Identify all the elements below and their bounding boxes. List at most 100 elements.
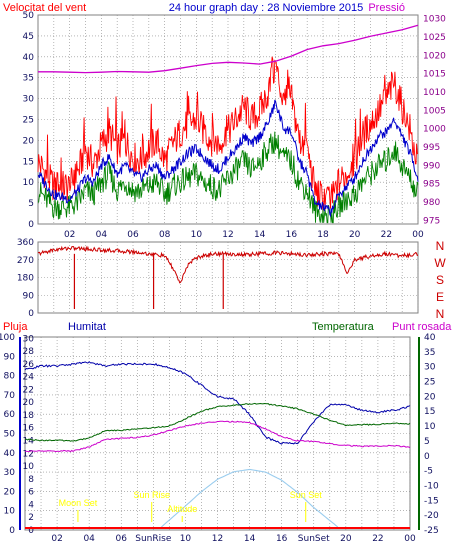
weather-x-tick: 04 bbox=[83, 534, 95, 544]
pressure-y-tick: 980 bbox=[423, 198, 440, 208]
humidity-y-tick: 60 bbox=[4, 410, 16, 420]
wind-y-tick: 0 bbox=[28, 220, 34, 230]
wind-x-tick: 10 bbox=[191, 230, 203, 240]
wind-x-tick: 20 bbox=[349, 230, 361, 240]
pressure-y-tick: 1005 bbox=[423, 106, 446, 116]
pressure-y-tick: 985 bbox=[423, 180, 440, 190]
weather-x-tick: 22 bbox=[372, 534, 383, 544]
sun-altitude-arc bbox=[161, 468, 339, 528]
temperature-y-tick: 30 bbox=[424, 363, 436, 373]
event-label: Moon Set bbox=[59, 498, 98, 508]
pressure-y-tick: 1015 bbox=[423, 70, 446, 80]
weather-panel: 0102030405060708090100024681012141618202… bbox=[0, 333, 439, 544]
wind-x-tick: 08 bbox=[159, 230, 171, 240]
rain-y-tick: 26 bbox=[23, 360, 35, 370]
event-label: Sun Set bbox=[290, 490, 323, 500]
wind-series-pressure bbox=[38, 24, 419, 74]
dir-y-tick: 0 bbox=[28, 309, 34, 319]
wind-x-tick: 12 bbox=[222, 230, 233, 240]
pressure-y-tick: 1000 bbox=[423, 125, 446, 135]
temperature-y-tick: -20 bbox=[424, 511, 439, 521]
dir-compass-label: N bbox=[436, 239, 445, 253]
pressure-title: Pressió bbox=[368, 2, 405, 14]
weather-x-tick: 16 bbox=[276, 534, 288, 544]
weather-x-tick: 02 bbox=[51, 534, 62, 544]
pressure-y-tick: 1020 bbox=[423, 51, 446, 61]
event-label: Sun Rise bbox=[133, 490, 170, 500]
humidity-y-tick: 10 bbox=[4, 507, 16, 517]
weather-x-tick: 00 bbox=[404, 534, 416, 544]
wind-y-tick: 25 bbox=[23, 116, 34, 126]
rain-y-tick: 24 bbox=[23, 373, 35, 383]
wind-x-tick: 00 bbox=[412, 230, 424, 240]
rain-y-tick: 18 bbox=[23, 411, 35, 421]
rain-y-tick: 8 bbox=[28, 475, 34, 485]
wind-y-tick: 15 bbox=[23, 157, 34, 167]
rain-y-tick: 20 bbox=[23, 398, 35, 408]
temperature-y-tick: -10 bbox=[424, 481, 439, 491]
weather-x-tick: 20 bbox=[340, 534, 352, 544]
rain-y-tick: 10 bbox=[23, 462, 35, 472]
wind-x-tick: 22 bbox=[381, 230, 392, 240]
pressure-y-tick: 1010 bbox=[423, 88, 446, 98]
weather-x-tick: 06 bbox=[116, 534, 128, 544]
humidity-label: Humitat bbox=[68, 321, 106, 333]
pressure-y-tick: 990 bbox=[423, 161, 440, 171]
dir-y-tick: 180 bbox=[17, 274, 34, 284]
weather-series-temperature bbox=[24, 402, 411, 442]
humidity-y-tick: 80 bbox=[4, 372, 16, 382]
event-label: Altitude bbox=[167, 504, 197, 514]
wind-x-tick: 16 bbox=[286, 230, 298, 240]
humidity-y-tick: 90 bbox=[4, 352, 16, 362]
dir-compass-label: E bbox=[436, 290, 444, 304]
pressure-y-tick: 995 bbox=[423, 143, 440, 153]
wind-series-minimum bbox=[37, 131, 419, 224]
weather-series-dewpoint bbox=[25, 420, 411, 453]
rain-y-tick: 2 bbox=[28, 513, 34, 523]
dir-y-tick: 360 bbox=[17, 238, 34, 248]
wind-x-tick: 02 bbox=[64, 230, 75, 240]
rain-label: Pluja bbox=[3, 321, 28, 333]
wind-y-tick: 20 bbox=[23, 136, 35, 146]
weather-series-humidity bbox=[24, 361, 411, 445]
weather-x-tick: SunSet bbox=[298, 534, 330, 544]
wind-series-gust bbox=[37, 56, 419, 214]
dir-compass-label: S bbox=[436, 273, 444, 287]
temperature-label: Temperatura bbox=[312, 321, 375, 333]
chart-title: 24 hour graph day : 28 Noviembre 2015 bbox=[169, 2, 363, 14]
rain-y-tick: 14 bbox=[23, 437, 35, 447]
pressure-y-tick: 975 bbox=[423, 216, 440, 226]
wind-x-tick: 06 bbox=[127, 230, 139, 240]
weather-x-tick: 10 bbox=[180, 534, 192, 544]
rain-y-tick: 0 bbox=[28, 526, 34, 536]
dir-compass-label: N bbox=[436, 307, 445, 321]
humidity-y-tick: 50 bbox=[4, 430, 16, 440]
rain-y-tick: 4 bbox=[28, 500, 34, 510]
wind-y-tick: 50 bbox=[23, 11, 35, 21]
wind-series-average bbox=[37, 99, 419, 218]
temperature-y-tick: -5 bbox=[424, 467, 433, 477]
wind-title: Velocitat del vent bbox=[3, 2, 86, 14]
dewpoint-label: Punt rosada bbox=[392, 321, 452, 333]
temperature-y-tick: 20 bbox=[424, 392, 436, 402]
wind-y-tick: 45 bbox=[23, 32, 34, 42]
temperature-y-tick: -15 bbox=[424, 496, 439, 506]
wind-y-tick: 35 bbox=[23, 74, 34, 84]
temperature-y-tick: 10 bbox=[424, 422, 436, 432]
wind-x-tick: 04 bbox=[96, 230, 108, 240]
wind-x-tick: 18 bbox=[317, 230, 329, 240]
weather-x-tick: SunRise bbox=[135, 534, 172, 544]
wind-y-tick: 40 bbox=[23, 53, 35, 63]
pressure-y-tick: 1030 bbox=[423, 15, 446, 25]
temperature-y-tick: 0 bbox=[424, 452, 430, 462]
wind-y-tick: 5 bbox=[28, 199, 34, 209]
weather-x-tick: 14 bbox=[244, 534, 256, 544]
temperature-y-tick: 15 bbox=[424, 407, 435, 417]
wind-y-tick: 10 bbox=[23, 178, 35, 188]
temperature-y-tick: -25 bbox=[424, 526, 439, 536]
rain-y-tick: 30 bbox=[23, 334, 35, 344]
weather-x-tick: 12 bbox=[212, 534, 223, 544]
dir-series bbox=[37, 245, 418, 284]
